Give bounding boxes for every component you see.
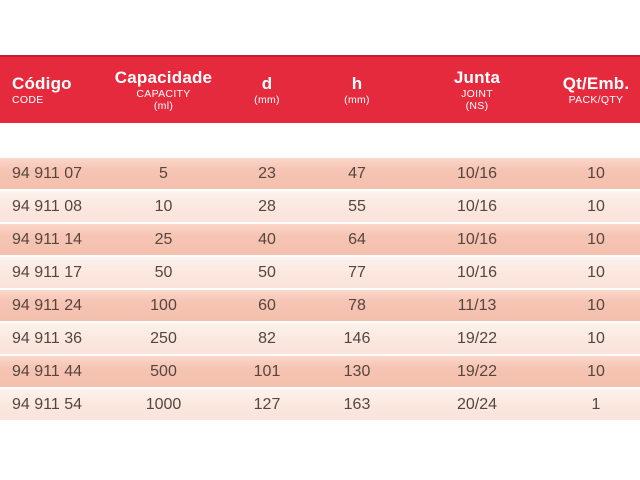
cell-joint: 19/22 <box>456 362 498 380</box>
cell-d: 40 <box>258 230 276 248</box>
cell-d: 23 <box>258 164 276 182</box>
cell-joint: 10/16 <box>456 263 498 281</box>
cell-capacity: 500 <box>150 362 177 380</box>
header-label: Qt/Emb. <box>562 73 630 93</box>
cell-pack: 10 <box>587 263 605 281</box>
header-sublabel: PACK/QTY <box>568 93 624 106</box>
header-col-capacity: Capacidade CAPACITY (ml) <box>105 57 222 123</box>
cell-joint: 10/16 <box>456 230 498 248</box>
cell-code: 94 911 44 <box>12 362 82 380</box>
cell-joint: 10/16 <box>456 197 498 215</box>
cell-h: 163 <box>343 395 371 413</box>
table-row: 94 911 14 25 40 64 10/16 10 <box>0 224 640 255</box>
cell-h: 78 <box>348 296 366 314</box>
cell-pack: 10 <box>587 230 605 248</box>
table-row: 94 911 08 10 28 55 10/16 10 <box>0 191 640 222</box>
cell-d: 50 <box>258 263 276 281</box>
header-label: Capacidade <box>114 67 213 87</box>
cell-pack: 10 <box>587 296 605 314</box>
cell-joint: 11/13 <box>457 296 497 314</box>
table-row: 94 911 07 5 23 47 10/16 10 <box>0 158 640 189</box>
cell-capacity: 10 <box>154 197 173 215</box>
cell-capacity: 25 <box>154 230 173 248</box>
header-col-pack: Qt/Emb. PACK/QTY <box>552 57 640 123</box>
cell-code: 94 911 36 <box>12 329 82 347</box>
table-row: 94 911 24 100 60 78 11/13 10 <box>0 290 640 321</box>
header-label: h <box>351 73 363 93</box>
cell-h: 146 <box>343 329 371 347</box>
cell-code: 94 911 17 <box>12 263 82 281</box>
header-sublabel: CAPACITY <box>136 87 191 100</box>
cell-h: 130 <box>343 362 371 380</box>
cell-d: 60 <box>258 296 276 314</box>
header-col-d: d (mm) <box>222 57 312 123</box>
cell-code: 94 911 14 <box>12 230 82 248</box>
table-body: 94 911 07 5 23 47 10/16 10 94 911 08 10 28 55 10/1… <box>0 158 640 422</box>
cell-joint: 10/16 <box>456 164 498 182</box>
header-sublabel: JOINT <box>461 87 493 100</box>
header-sublabel: (NS) <box>465 100 489 113</box>
cell-d: 101 <box>253 362 281 380</box>
cell-code: 94 911 07 <box>12 164 82 182</box>
cell-capacity: 100 <box>150 296 177 314</box>
header-col-h: h (mm) <box>312 57 402 123</box>
cell-h: 64 <box>348 230 366 248</box>
cell-pack: 1 <box>591 395 601 413</box>
header-label: Junta <box>453 67 501 87</box>
cell-h: 47 <box>348 164 366 182</box>
cell-code: 94 911 54 <box>12 395 82 413</box>
header-label: Código <box>12 73 72 93</box>
table-row: 94 911 36 250 82 146 19/22 10 <box>0 323 640 354</box>
cell-pack: 10 <box>587 197 605 215</box>
table-header: Código CODE Capacidade CAPACITY (ml) d (… <box>0 55 640 123</box>
table-row: 94 911 17 50 50 77 10/16 10 <box>0 257 640 288</box>
cell-pack: 10 <box>587 164 605 182</box>
cell-pack: 10 <box>587 329 605 347</box>
header-label: d <box>261 73 273 93</box>
cell-capacity: 250 <box>150 329 177 347</box>
header-col-code: Código CODE <box>0 57 105 123</box>
header-sublabel: (mm) <box>254 93 280 106</box>
cell-code: 94 911 24 <box>12 296 82 314</box>
cell-capacity: 5 <box>159 164 168 182</box>
cell-d: 82 <box>258 329 276 347</box>
cell-h: 55 <box>348 197 366 215</box>
cell-joint: 19/22 <box>456 329 498 347</box>
header-col-joint: Junta JOINT (NS) <box>402 57 552 123</box>
cell-pack: 10 <box>587 362 605 380</box>
cell-h: 77 <box>348 263 366 281</box>
table-row: 94 911 44 500 101 130 19/22 10 <box>0 356 640 387</box>
header-sublabel: (ml) <box>153 100 174 113</box>
header-sublabel: CODE <box>12 93 44 106</box>
cell-capacity: 1000 <box>145 395 182 413</box>
header-sublabel: (mm) <box>344 93 370 106</box>
cell-d: 127 <box>253 395 281 413</box>
cell-joint: 20/24 <box>456 395 498 413</box>
table-row: 94 911 54 1000 127 163 20/24 1 <box>0 389 640 420</box>
cell-capacity: 50 <box>154 263 173 281</box>
cell-d: 28 <box>258 197 276 215</box>
cell-code: 94 911 08 <box>12 197 82 215</box>
